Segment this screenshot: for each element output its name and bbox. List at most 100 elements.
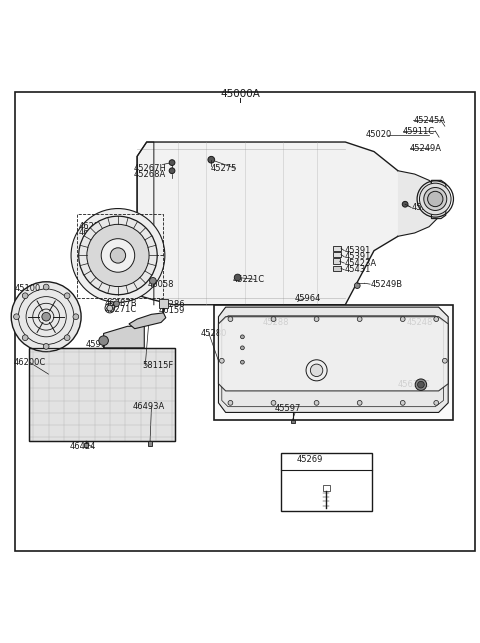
Circle shape xyxy=(228,401,233,405)
Circle shape xyxy=(64,335,70,341)
Circle shape xyxy=(114,301,120,307)
Text: 45000A: 45000A xyxy=(220,89,260,99)
Circle shape xyxy=(314,317,319,322)
Circle shape xyxy=(240,360,244,364)
Text: 46286: 46286 xyxy=(158,300,185,309)
Circle shape xyxy=(415,379,427,390)
Text: 45221C: 45221C xyxy=(233,275,265,284)
Bar xyxy=(333,252,341,257)
Text: 45020: 45020 xyxy=(365,131,392,140)
Text: 45391: 45391 xyxy=(344,253,371,262)
Text: 45636C: 45636C xyxy=(398,380,431,389)
Circle shape xyxy=(428,192,443,206)
Text: 46493A: 46493A xyxy=(132,402,165,411)
Text: 46212A: 46212A xyxy=(78,222,110,231)
Text: 45248: 45248 xyxy=(407,318,433,327)
Text: 45288: 45288 xyxy=(263,318,289,327)
Text: 45100: 45100 xyxy=(15,284,41,293)
Text: 46787B: 46787B xyxy=(105,299,138,308)
Bar xyxy=(214,305,453,420)
Circle shape xyxy=(240,346,244,350)
Polygon shape xyxy=(104,326,144,348)
Circle shape xyxy=(271,317,276,322)
Bar xyxy=(333,258,339,264)
Text: 45597: 45597 xyxy=(275,404,301,413)
Text: 45275: 45275 xyxy=(210,164,237,173)
Circle shape xyxy=(71,208,165,302)
Circle shape xyxy=(402,201,408,207)
Circle shape xyxy=(169,168,175,174)
Circle shape xyxy=(11,282,81,352)
Circle shape xyxy=(43,343,49,349)
Circle shape xyxy=(169,159,175,165)
Bar xyxy=(333,266,341,271)
Circle shape xyxy=(99,336,108,345)
Circle shape xyxy=(418,381,424,388)
Text: 45269: 45269 xyxy=(297,455,323,464)
Circle shape xyxy=(73,314,79,320)
Circle shape xyxy=(13,314,19,320)
Bar xyxy=(148,441,152,446)
Text: 45271C: 45271C xyxy=(105,305,137,314)
Circle shape xyxy=(314,401,319,405)
Circle shape xyxy=(64,293,70,298)
Circle shape xyxy=(271,401,276,405)
Circle shape xyxy=(110,248,126,263)
Circle shape xyxy=(87,224,149,287)
Circle shape xyxy=(42,312,50,321)
Text: 45964: 45964 xyxy=(295,294,322,303)
Text: 46424: 46424 xyxy=(70,442,96,451)
Polygon shape xyxy=(398,171,441,237)
Bar xyxy=(29,348,175,441)
Circle shape xyxy=(357,401,362,405)
Circle shape xyxy=(400,401,405,405)
Bar xyxy=(291,420,295,423)
Circle shape xyxy=(219,358,224,363)
Text: 45431: 45431 xyxy=(344,266,371,275)
Circle shape xyxy=(101,239,135,272)
Text: 45347: 45347 xyxy=(411,203,438,212)
Circle shape xyxy=(22,335,28,341)
Circle shape xyxy=(79,216,157,294)
Polygon shape xyxy=(218,307,448,412)
Text: 45391: 45391 xyxy=(344,246,371,255)
Text: 45245A: 45245A xyxy=(413,116,445,125)
Text: 45280: 45280 xyxy=(201,329,227,338)
Circle shape xyxy=(420,183,451,215)
Text: 46159: 46159 xyxy=(158,307,185,316)
Text: 45267H: 45267H xyxy=(134,164,167,173)
Circle shape xyxy=(107,305,113,311)
Text: 45268A: 45268A xyxy=(134,170,166,179)
Bar xyxy=(333,246,341,251)
Circle shape xyxy=(150,278,156,284)
Text: 46058: 46058 xyxy=(148,280,175,289)
Text: 45911C: 45911C xyxy=(403,127,435,136)
Text: 45912: 45912 xyxy=(86,340,112,349)
Circle shape xyxy=(234,274,241,281)
Circle shape xyxy=(400,317,405,322)
Circle shape xyxy=(434,317,439,322)
Bar xyxy=(323,485,329,491)
Circle shape xyxy=(43,284,49,290)
Circle shape xyxy=(240,335,244,339)
Text: 46212G: 46212G xyxy=(78,228,111,237)
Text: 46200C: 46200C xyxy=(14,358,47,367)
Circle shape xyxy=(443,358,447,363)
Polygon shape xyxy=(137,142,410,305)
Circle shape xyxy=(228,317,233,322)
Polygon shape xyxy=(432,180,446,219)
Circle shape xyxy=(22,293,28,298)
Circle shape xyxy=(424,188,447,210)
Circle shape xyxy=(208,156,215,163)
Circle shape xyxy=(311,364,323,377)
Text: 45423A: 45423A xyxy=(344,258,376,267)
Text: 45249B: 45249B xyxy=(370,280,402,289)
Polygon shape xyxy=(129,313,166,329)
Circle shape xyxy=(354,283,360,289)
Bar xyxy=(29,348,175,441)
Text: 58115F: 58115F xyxy=(142,361,173,370)
Polygon shape xyxy=(218,317,448,391)
Bar xyxy=(281,453,372,511)
Bar xyxy=(158,300,168,308)
Circle shape xyxy=(434,401,439,405)
